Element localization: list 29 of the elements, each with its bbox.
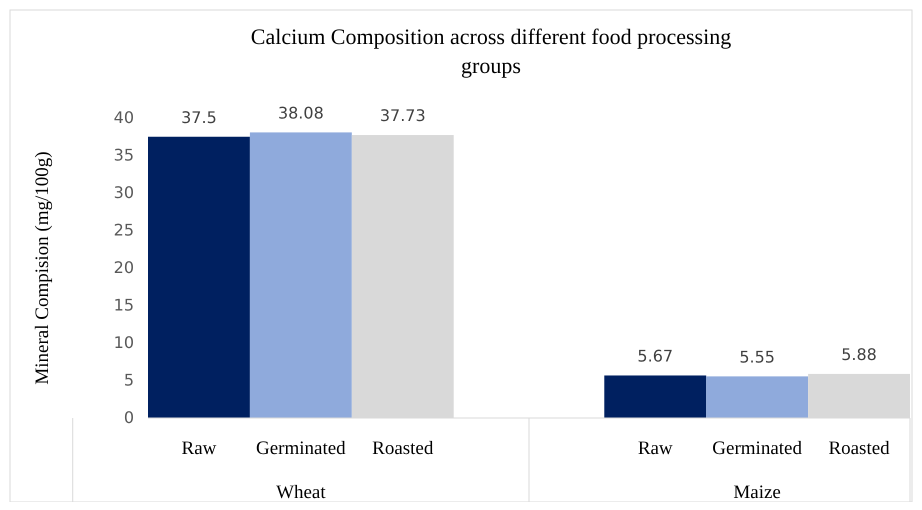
bar [148,136,250,418]
text: Roasted [828,438,890,459]
y-tick-label: 10 [114,333,134,352]
y-tick-label: 15 [114,296,134,315]
y-tick-label: 40 [114,108,134,128]
data-label: 37.5 [181,108,217,127]
series-label: Raw [182,438,217,459]
y-tick-label: 5 [124,370,134,390]
x-tick-label: Maize [733,482,781,503]
text: Raw [638,438,673,459]
data-label: 5.55 [739,347,775,366]
data-label: 5.88 [841,344,877,364]
series-label: Roasted [372,438,434,459]
bar [250,132,352,418]
y-tick-label: 30 [114,183,134,202]
y-tick-label: 35 [114,146,134,165]
data-label: 38.08 [278,103,324,122]
y-tick-label: 0 [124,408,134,428]
x-tick-label: Wheat [276,482,326,503]
data-label: 37.73 [380,106,426,126]
bar [706,376,808,418]
text: Germinated [712,438,802,459]
series-label: Germinated [256,438,346,459]
bar [604,375,706,418]
y-tick-label: 25 [114,220,134,240]
y-tick-label: 20 [114,258,134,278]
data-label: 5.67 [637,346,674,366]
chart-title: Calcium Composition across different food processing groups [250,24,732,78]
y-axis-title: Mineral Compision (mg/100g) [32,151,53,385]
